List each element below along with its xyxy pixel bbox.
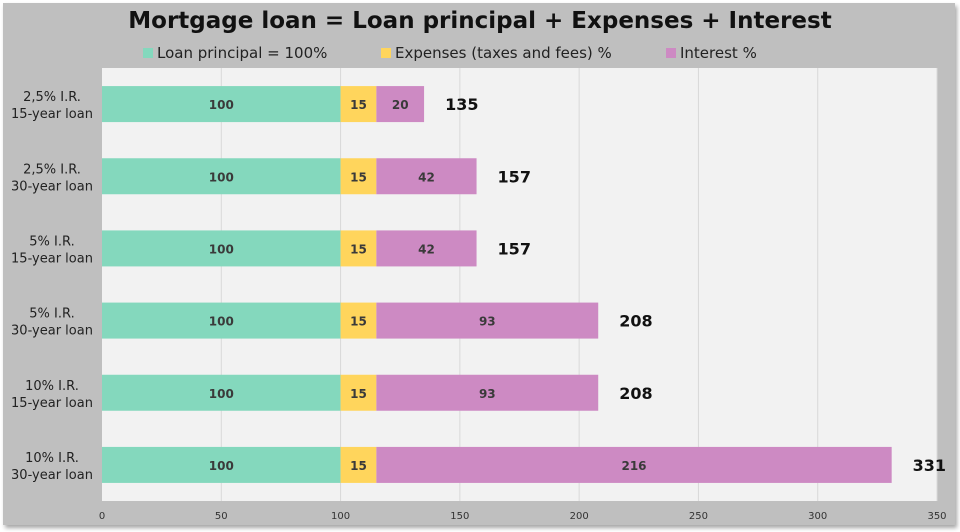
bar-segment (102, 158, 341, 195)
total-label: 157 (498, 167, 531, 186)
data-label: 93 (479, 315, 496, 329)
total-label: 135 (445, 95, 478, 114)
category-label: 2,5% I.R. (23, 90, 81, 105)
bar-segment (376, 446, 892, 483)
x-tick-label: 350 (927, 511, 946, 522)
legend-swatch-expenses (381, 48, 391, 58)
x-tick-label: 150 (450, 511, 469, 522)
category-label: 5% I.R. (29, 307, 74, 322)
bar-segment (102, 446, 341, 483)
category-label: 15-year loan (11, 396, 93, 411)
data-label: 15 (350, 242, 367, 256)
data-label: 216 (621, 459, 646, 473)
bar-segment (102, 230, 341, 267)
plot-area (102, 68, 937, 501)
x-tick-label: 300 (808, 511, 827, 522)
total-label: 331 (913, 456, 946, 475)
data-label: 100 (209, 387, 234, 401)
x-tick-label: 100 (331, 511, 350, 522)
total-label: 157 (498, 239, 531, 258)
chart-title: Mortgage loan = Loan principal + Expense… (128, 8, 832, 34)
category-label: 10% I.R. (25, 379, 79, 394)
bar-segment (376, 86, 425, 123)
data-label: 15 (350, 170, 367, 184)
legend-label-principal: Loan principal = 100% (157, 44, 328, 62)
category-label: 5% I.R. (29, 234, 74, 249)
bar-segment (376, 374, 599, 411)
x-tick-label: 200 (570, 511, 589, 522)
legend-swatch-interest (666, 48, 676, 58)
bar-segment (340, 230, 377, 267)
legend-item-principal: Loan principal = 100% (143, 44, 327, 62)
category-label: 30-year loan (11, 179, 93, 194)
bar-segment (102, 302, 341, 339)
data-label: 15 (350, 387, 367, 401)
category-label: 30-year loan (11, 324, 93, 339)
total-label: 208 (619, 384, 652, 403)
bar-segment (340, 158, 377, 195)
legend-label-expenses: Expenses (taxes and fees) % (395, 44, 612, 62)
bar-segment (340, 446, 377, 483)
category-label: 30-year loan (11, 468, 93, 483)
data-label: 100 (209, 459, 234, 473)
bar-segment (340, 302, 377, 339)
data-label: 100 (209, 98, 234, 112)
legend-swatch-principal (143, 48, 153, 58)
category-label: 10% I.R. (25, 451, 79, 466)
legend-label-interest: Interest % (680, 44, 757, 62)
data-label: 100 (209, 170, 234, 184)
x-tick-label: 0 (99, 511, 105, 522)
data-label: 100 (209, 315, 234, 329)
legend-item-expenses: Expenses (taxes and fees) % (381, 44, 612, 62)
x-tick-label: 50 (215, 511, 228, 522)
bar-segment (102, 86, 341, 123)
bar-segment (340, 86, 377, 123)
legend-item-interest: Interest % (666, 44, 757, 62)
total-label: 208 (619, 312, 652, 331)
data-label: 42 (418, 242, 435, 256)
x-tick-label: 250 (689, 511, 708, 522)
bar-segment (376, 158, 477, 195)
category-label: 2,5% I.R. (23, 162, 81, 177)
bar-segment (376, 302, 599, 339)
data-label: 15 (350, 459, 367, 473)
bar-segment (102, 374, 341, 411)
data-label: 20 (392, 98, 409, 112)
category-label: 15-year loan (11, 251, 93, 266)
data-label: 100 (209, 242, 234, 256)
data-label: 42 (418, 170, 435, 184)
bar-segment (376, 230, 477, 267)
category-label: 15-year loan (11, 107, 93, 122)
bar-segment (340, 374, 377, 411)
data-label: 15 (350, 315, 367, 329)
data-label: 93 (479, 387, 496, 401)
data-label: 15 (350, 98, 367, 112)
